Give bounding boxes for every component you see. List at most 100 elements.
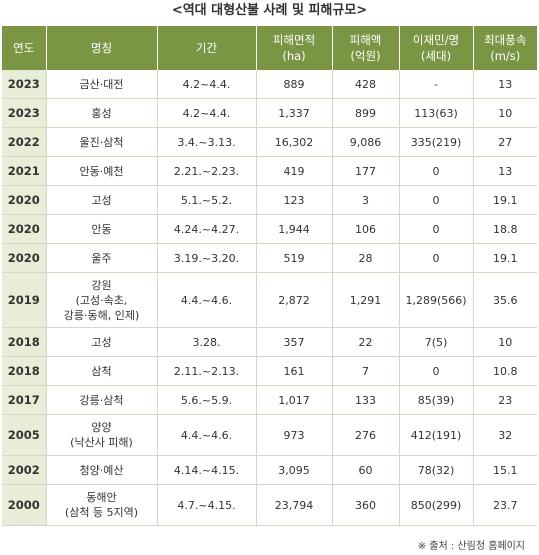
cell-period: 2.21.~2.23. xyxy=(157,156,257,186)
table-row: 2021 안동·예천 2.21.~2.23. 419 177 0 13 xyxy=(2,156,537,186)
cell-displaced: 0 xyxy=(399,214,474,244)
cell-cost: 360 xyxy=(332,484,400,526)
cell-cost: 276 xyxy=(332,414,400,456)
header-year: 연도 xyxy=(2,26,47,70)
table-row: 2018 고성 3.28. 357 22 7(5) 10 xyxy=(2,327,537,357)
table-row: 2002 청양·예산 4.14.~4.15. 3,095 60 78(32) 15.1 xyxy=(2,455,537,485)
cell-wind: 23.7 xyxy=(473,484,537,526)
cell-cost: 28 xyxy=(332,243,400,273)
cell-wind: 13 xyxy=(473,156,537,186)
table-row: 2020 안동 4.24.~4.27. 1,944 106 0 18.8 xyxy=(2,214,537,244)
table-row: 2020 울주 3.19.~3.20. 519 28 0 19.1 xyxy=(2,243,537,273)
cell-cost: 106 xyxy=(332,214,400,244)
cell-wind: 10 xyxy=(473,98,537,128)
cell-period: 3.4.~3.13. xyxy=(157,127,257,157)
cell-area: 16,302 xyxy=(256,127,333,157)
cell-displaced: 85(39) xyxy=(399,385,474,415)
cell-year: 2018 xyxy=(2,356,47,386)
cell-year: 2020 xyxy=(2,214,47,244)
header-name: 명칭 xyxy=(46,26,158,70)
cell-year: 2000 xyxy=(2,484,47,526)
cell-displaced: 412(191) xyxy=(399,414,474,456)
header-period: 기간 xyxy=(157,26,257,70)
cell-name: 울진·삼척 xyxy=(46,127,158,157)
table-row: 2022 울진·삼척 3.4.~3.13. 16,302 9,086 335(219) 27 xyxy=(2,127,537,157)
cell-displaced: 850(299) xyxy=(399,484,474,526)
cell-name: 홍성 xyxy=(46,98,158,128)
cell-name: 고성 xyxy=(46,185,158,215)
table-row: 2018 삼척 2.11.~2.13. 161 7 0 10.8 xyxy=(2,356,537,386)
cell-period: 3.28. xyxy=(157,327,257,357)
cell-year: 2018 xyxy=(2,327,47,357)
cell-name: 안동·예천 xyxy=(46,156,158,186)
cell-year: 2023 xyxy=(2,98,47,128)
cell-name: 금산·대전 xyxy=(46,70,158,99)
cell-area: 23,794 xyxy=(256,484,333,526)
cell-period: 4.2~4.4. xyxy=(157,70,257,99)
cell-name: 강릉·삼척 xyxy=(46,385,158,415)
cell-area: 519 xyxy=(256,243,333,273)
cell-cost: 9,086 xyxy=(332,127,400,157)
cell-wind: 13 xyxy=(473,70,537,99)
cell-year: 2002 xyxy=(2,455,47,485)
cell-displaced: 0 xyxy=(399,356,474,386)
cell-area: 2,872 xyxy=(256,272,333,328)
table-row: 2019 강원 (고성·속초, 강릉·동해, 인제) 4.4.~4.6. 2,872 1… xyxy=(2,272,537,328)
cell-period: 4.4.~4.6. xyxy=(157,414,257,456)
table-title: <역대 대형산불 사례 및 피해규모> xyxy=(171,3,368,18)
cell-displaced: 113(63) xyxy=(399,98,474,128)
cell-cost: 177 xyxy=(332,156,400,186)
cell-year: 2022 xyxy=(2,127,47,157)
cell-displaced: - xyxy=(399,70,474,99)
cell-period: 4.2~4.4. xyxy=(157,98,257,128)
table-row: 2020 고성 5.1.~5.2. 123 3 0 19.1 xyxy=(2,185,537,215)
header-displaced: 이재민/명 (세대) xyxy=(399,26,474,70)
table-row: 2023 홍성 4.2~4.4. 1,337 899 113(63) 10 xyxy=(2,98,537,128)
header-max-wind: 최대풍속 (m/s) xyxy=(473,26,537,70)
cell-area: 357 xyxy=(256,327,333,357)
cell-year: 2023 xyxy=(2,70,47,99)
wildfire-table: 연도 명칭 기간 피해면적 (ha) 피해액 (억원) 이재민/명 (세대) 최… xyxy=(2,26,537,526)
cell-area: 1,337 xyxy=(256,98,333,128)
cell-year: 2020 xyxy=(2,243,47,273)
table-row: 2005 양양 (낙산사 피해) 4.4.~4.6. 973 276 412(191) 32 xyxy=(2,414,537,456)
cell-wind: 32 xyxy=(473,414,537,456)
cell-cost: 133 xyxy=(332,385,400,415)
cell-area: 123 xyxy=(256,185,333,215)
cell-period: 4.24.~4.27. xyxy=(157,214,257,244)
cell-displaced: 1,289(566) xyxy=(399,272,474,328)
cell-cost: 3 xyxy=(332,185,400,215)
cell-cost: 60 xyxy=(332,455,400,485)
cell-name: 양양 (낙산사 피해) xyxy=(46,414,158,456)
source-note: ※ 출처 : 산림청 홈페이지 xyxy=(417,541,525,552)
cell-name: 울주 xyxy=(46,243,158,273)
table-row: 2017 강릉·삼척 5.6.~5.9. 1,017 133 85(39) 23 xyxy=(2,385,537,415)
cell-period: 4.4.~4.6. xyxy=(157,272,257,328)
table-row: 2000 동해안 (삼척 등 5지역) 4.7.~4.15. 23,794 360 850… xyxy=(2,484,537,526)
cell-displaced: 0 xyxy=(399,243,474,273)
cell-wind: 10 xyxy=(473,327,537,357)
cell-name: 고성 xyxy=(46,327,158,357)
cell-wind: 10.8 xyxy=(473,356,537,386)
cell-name: 삼척 xyxy=(46,356,158,386)
cell-wind: 18.8 xyxy=(473,214,537,244)
cell-area: 3,095 xyxy=(256,455,333,485)
cell-wind: 19.1 xyxy=(473,243,537,273)
cell-year: 2020 xyxy=(2,185,47,215)
cell-displaced: 0 xyxy=(399,185,474,215)
cell-area: 419 xyxy=(256,156,333,186)
header-damage-area: 피해면적 (ha) xyxy=(256,26,333,70)
cell-displaced: 0 xyxy=(399,156,474,186)
cell-name: 강원 (고성·속초, 강릉·동해, 인제) xyxy=(46,272,158,328)
cell-cost: 1,291 xyxy=(332,272,400,328)
cell-period: 4.14.~4.15. xyxy=(157,455,257,485)
cell-cost: 7 xyxy=(332,356,400,386)
cell-area: 1,944 xyxy=(256,214,333,244)
cell-area: 973 xyxy=(256,414,333,456)
cell-year: 2017 xyxy=(2,385,47,415)
cell-name: 안동 xyxy=(46,214,158,244)
cell-wind: 23 xyxy=(473,385,537,415)
cell-wind: 19.1 xyxy=(473,185,537,215)
cell-period: 5.6.~5.9. xyxy=(157,385,257,415)
cell-wind: 15.1 xyxy=(473,455,537,485)
